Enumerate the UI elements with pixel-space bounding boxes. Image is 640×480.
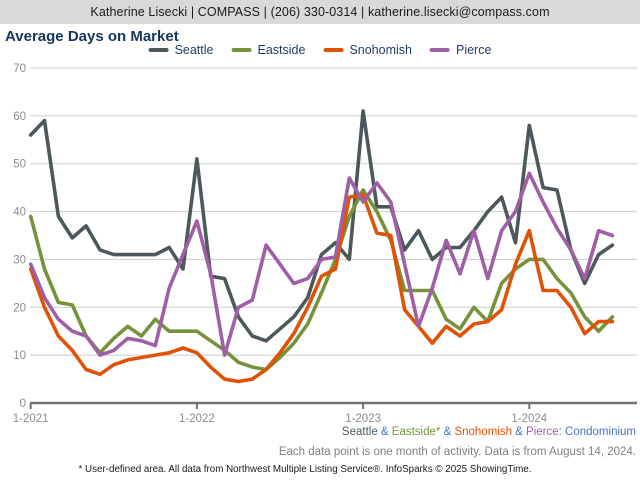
legend-swatch-eastside xyxy=(231,48,252,52)
y-axis-label-40: 40 xyxy=(13,207,26,219)
footer-series-segment: Seattle xyxy=(341,426,378,438)
y-axis-label-50: 50 xyxy=(13,159,26,171)
x-axis-label-1-2024: 1-2024 xyxy=(511,413,547,425)
y-axis-label-0: 0 xyxy=(20,398,26,410)
x-axis-label-1-2021: 1-2021 xyxy=(13,413,49,425)
footer-series-description: Seattle & Eastside* & Snohomish & Pierce… xyxy=(342,426,636,438)
legend-item-pierce[interactable]: Pierce xyxy=(429,43,492,57)
agent-contact-text: Katherine Lisecki | COMPASS | (206) 330-… xyxy=(90,5,550,19)
legend-item-eastside[interactable]: Eastside xyxy=(231,43,305,57)
footer-series-segment: & xyxy=(511,426,527,438)
legend-swatch-snohomish xyxy=(323,48,344,52)
series-line-seattle xyxy=(28,109,615,343)
legend-label: Eastside xyxy=(257,43,306,57)
footer-series-segment: Eastside* xyxy=(391,426,441,438)
footer-activity-note: Each data point is one month of activity… xyxy=(278,446,636,458)
days-on-market-line-chart: 0 10 20 30 40 50 60 70 1-2021 1-2022 1-2023 1-2024 xyxy=(13,63,637,425)
y-axis-label-60: 60 xyxy=(13,111,26,123)
y-axis-label-10: 10 xyxy=(13,350,26,362)
x-axis-label-1-2022: 1-2022 xyxy=(179,413,215,425)
footer-series-segment: & xyxy=(377,426,392,438)
chart-title: Average Days on Market xyxy=(5,28,179,45)
footer-series-segment: : Condominium xyxy=(558,426,636,438)
footer-series-segment: Snohomish xyxy=(454,426,512,438)
legend-label: Pierce xyxy=(455,43,492,57)
chart-legend: Seattle Eastside Snohomish Pierce xyxy=(148,43,492,57)
legend-swatch-seattle xyxy=(148,48,169,52)
y-axis-label-20: 20 xyxy=(13,302,26,314)
legend-label: Seattle xyxy=(174,43,214,57)
series-line-pierce xyxy=(28,171,615,357)
legend-item-snohomish[interactable]: Snohomish xyxy=(323,43,412,57)
y-axis-label-70: 70 xyxy=(13,63,26,75)
agent-contact-header: Katherine Lisecki | COMPASS | (206) 330-… xyxy=(0,0,640,24)
legend-item-seattle[interactable]: Seattle xyxy=(148,43,214,57)
series-line-snohomish xyxy=(28,193,615,384)
legend-swatch-pierce xyxy=(429,48,450,52)
y-axis-label-30: 30 xyxy=(13,254,26,266)
x-axis-label-1-2023: 1-2023 xyxy=(345,413,381,425)
footer-disclaimer: * User-defined area. All data from North… xyxy=(78,464,532,475)
footer-series-segment: Pierce xyxy=(526,426,559,438)
legend-label: Snohomish xyxy=(349,43,412,57)
footer-series-segment: & xyxy=(440,426,455,438)
